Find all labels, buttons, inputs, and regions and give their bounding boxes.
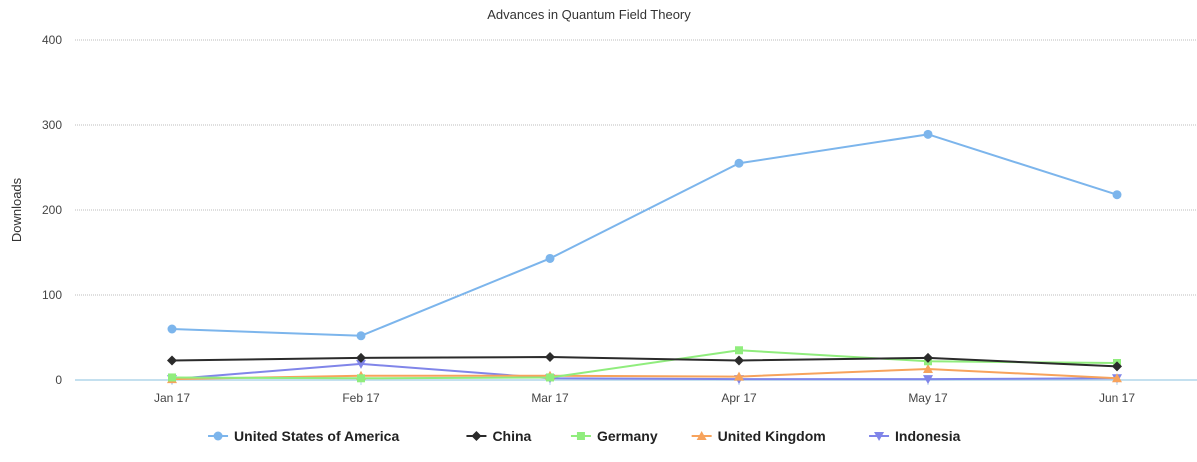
data-point[interactable]	[923, 375, 933, 385]
legend-label: Indonesia	[895, 428, 961, 444]
data-point[interactable]	[1112, 361, 1122, 372]
legend-label: China	[492, 428, 531, 444]
legend-marker[interactable]	[874, 432, 885, 441]
data-point[interactable]	[356, 352, 366, 363]
data-point[interactable]	[546, 373, 554, 382]
legend-item[interactable]: China	[466, 428, 532, 444]
legend-marker[interactable]	[576, 432, 585, 440]
series-line	[171, 349, 1118, 380]
x-tick-label: Jan 17	[154, 391, 190, 405]
legend-item[interactable]: United Kingdom	[691, 428, 826, 444]
axes: 0 100 200 300 400 Jan 17 Feb 17 Mar 17 Apr 17 May…	[42, 33, 1197, 405]
data-point[interactable]	[923, 363, 933, 373]
x-tick-label: Apr 17	[721, 391, 757, 405]
legend-marker[interactable]	[696, 431, 707, 440]
x-tick-label: May 17	[908, 391, 948, 405]
series-layer	[167, 129, 1122, 385]
series-line	[171, 367, 1118, 381]
legend-item[interactable]: United States of America	[208, 428, 399, 444]
data-point[interactable]	[734, 355, 744, 366]
series-0	[167, 129, 1122, 341]
data-point[interactable]	[168, 373, 176, 382]
data-point[interactable]	[923, 352, 933, 363]
grid-lines	[75, 39, 1197, 296]
x-tick-label: Mar 17	[531, 391, 569, 405]
legend-marker[interactable]	[471, 431, 482, 441]
data-point[interactable]	[734, 371, 744, 381]
data-point[interactable]	[1112, 190, 1122, 200]
data-point[interactable]	[545, 253, 555, 263]
y-tick-label: 400	[42, 33, 62, 47]
y-tick-label: 100	[42, 288, 62, 302]
legend-label: United States of America	[234, 428, 399, 444]
data-point[interactable]	[356, 359, 366, 369]
series-line	[171, 356, 1118, 368]
chart-title: Advances in Quantum Field Theory	[487, 7, 691, 22]
data-point[interactable]	[923, 129, 933, 139]
x-tick-label: Jun 17	[1099, 391, 1135, 405]
legend-marker[interactable]	[213, 431, 223, 441]
data-point[interactable]	[735, 346, 743, 355]
y-tick-label: 0	[55, 373, 62, 387]
series-line	[171, 133, 1118, 337]
x-tick-label: Feb 17	[342, 391, 380, 405]
legend-label: Germany	[597, 428, 658, 444]
data-point[interactable]	[357, 374, 365, 383]
series-1	[167, 352, 1122, 372]
y-axis-label: Downloads	[9, 177, 24, 242]
data-point[interactable]	[167, 324, 177, 334]
series-line	[171, 362, 1118, 381]
legend-label: United Kingdom	[718, 428, 826, 444]
legend-item[interactable]: Germany	[570, 428, 658, 444]
data-point[interactable]	[356, 331, 366, 341]
legend-item[interactable]: Indonesia	[869, 428, 961, 444]
y-tick-label: 300	[42, 118, 62, 132]
data-point[interactable]	[545, 352, 555, 363]
data-point[interactable]	[1112, 373, 1122, 383]
legend[interactable]: United States of America China Germany Unit…	[208, 428, 961, 444]
data-point[interactable]	[167, 355, 177, 366]
y-tick-label: 200	[42, 203, 62, 217]
data-point[interactable]	[734, 158, 744, 168]
